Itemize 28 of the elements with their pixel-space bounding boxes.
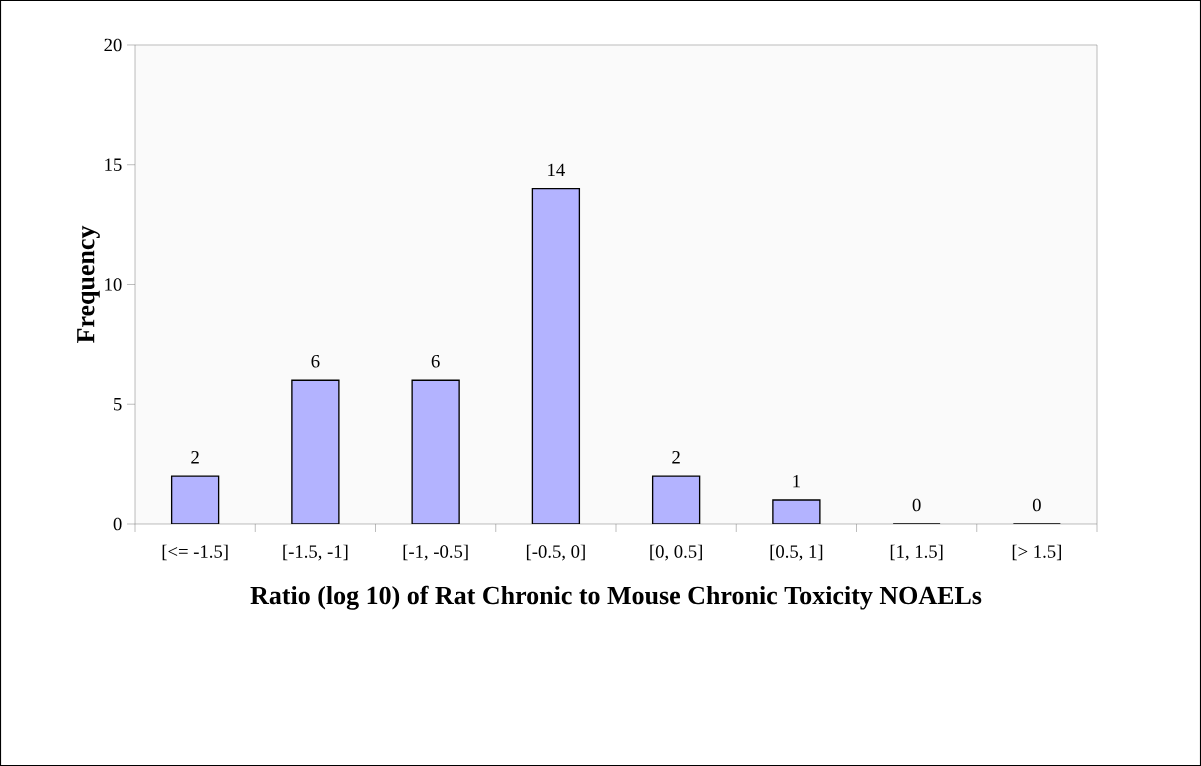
x-tick-label: [-1.5, -1] — [283, 544, 348, 561]
y-tick-label: 5 — [114, 398, 122, 411]
data-label: 0 — [1032, 498, 1041, 512]
data-label: 0 — [912, 498, 921, 512]
x-tick-label: [> 1.5] — [1012, 544, 1061, 561]
x-tick-label: [-1, -0.5] — [403, 544, 468, 561]
x-tick-label: [1, 1.5] — [890, 544, 943, 561]
data-label: 2 — [672, 451, 680, 464]
bar — [170, 475, 220, 524]
bar — [411, 379, 460, 524]
x-tick-label: [0.5, 1] — [770, 544, 823, 561]
data-label: 6 — [431, 355, 440, 368]
bar — [291, 379, 340, 524]
x-tick-label: [-0.5, 0] — [526, 544, 585, 561]
x-tick-label: [0, 0.5] — [650, 544, 702, 561]
y-tick-label: 10 — [105, 278, 122, 291]
y-axis-title: Frequency — [77, 225, 100, 344]
bar — [531, 188, 581, 524]
y-tick-label: 0 — [113, 517, 122, 531]
data-label: 14 — [548, 163, 565, 176]
data-label: 2 — [191, 451, 199, 464]
x-axis-title: Ratio (log 10) of Rat Chronic to Mouse Chronic Toxicity NOAELs — [250, 585, 982, 610]
data-label: 6 — [311, 355, 320, 368]
y-tick-label: 20 — [104, 38, 122, 52]
y-tick-label: 15 — [105, 158, 122, 171]
x-tick-label: [<= -1.5] — [162, 544, 228, 561]
data-label: 1 — [793, 474, 800, 488]
bar — [651, 475, 701, 524]
